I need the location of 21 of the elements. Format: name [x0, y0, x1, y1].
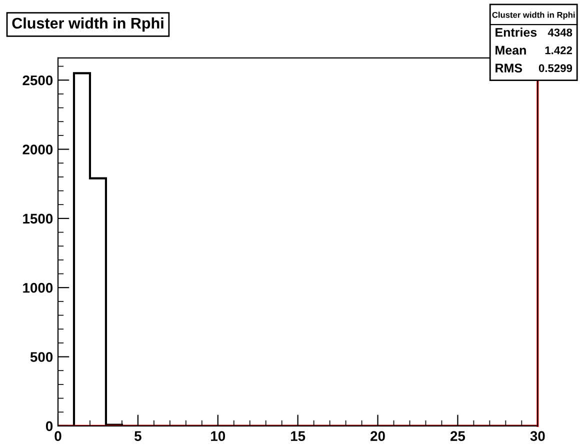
x-tick-label: 10: [211, 431, 226, 441]
y-tick-label: 2500: [22, 75, 53, 86]
x-tick-label: 0: [54, 431, 62, 441]
y-tick-label: 500: [30, 352, 53, 362]
text: 0.5299: [538, 64, 572, 72]
x-tick-label: 5: [134, 431, 142, 441]
text: 1.422: [545, 46, 572, 54]
y-tick-label: 1000: [23, 282, 53, 293]
y-tick-label: 2000: [22, 144, 53, 154]
annotation: RMS: [496, 64, 522, 72]
y-tick-label: 1500: [23, 214, 53, 224]
text: Mean: [496, 46, 526, 55]
text: 4348: [548, 28, 572, 36]
chart-title: Cluster width in Rphi: [12, 17, 164, 32]
x-tick-label: 25: [450, 431, 466, 441]
text: Cluster width in Rphi: [492, 12, 575, 20]
y-tick-label: 0: [46, 421, 53, 432]
text: Entries: [496, 28, 537, 37]
x-tick-label: 20: [370, 431, 385, 441]
x-tick-label: 15: [290, 431, 306, 441]
x-tick-label: 30: [530, 431, 545, 442]
